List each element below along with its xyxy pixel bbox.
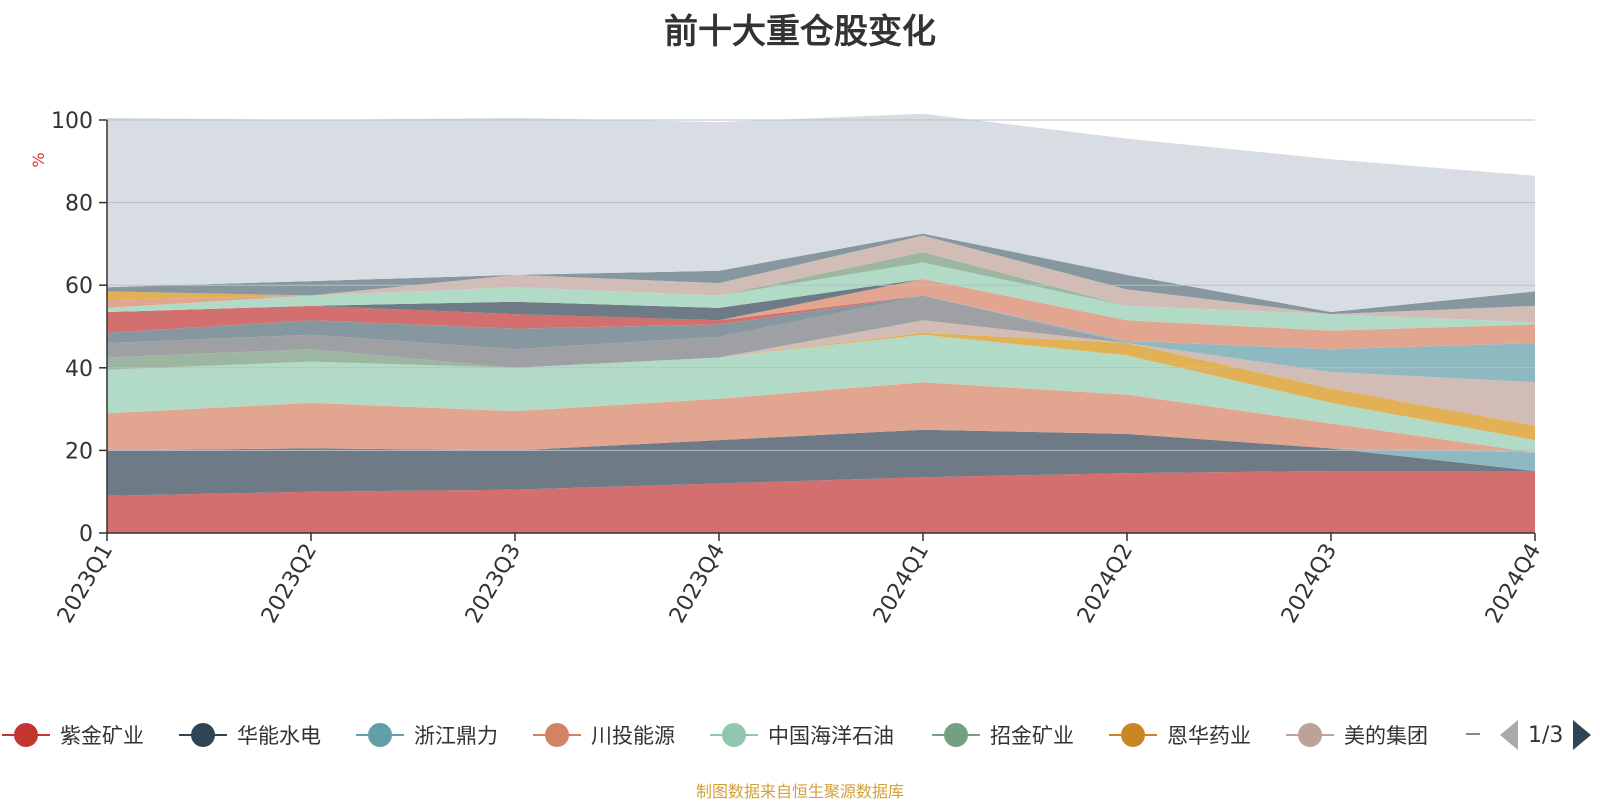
legend-pager: 1/3	[1500, 718, 1592, 752]
x-tick-label: 2024Q4	[1481, 540, 1546, 628]
x-tick-label: 2024Q1	[869, 540, 934, 628]
chart-title: 前十大重仓股变化	[664, 12, 936, 52]
grid-lines	[107, 119, 1535, 451]
legend-item[interactable]: 紫金矿业	[0, 718, 144, 752]
area-series-10	[107, 295, 1535, 383]
area-series-15	[107, 262, 1535, 331]
area-series-1	[107, 471, 1535, 533]
area-series-2	[107, 429, 1535, 496]
x-tick-label: 2023Q3	[461, 540, 526, 628]
area-series-8	[107, 320, 1535, 426]
legend-page-indicator: 1/3	[1528, 722, 1564, 748]
legend-label: 中国海洋石油	[768, 724, 894, 748]
legend-item[interactable]: 华能水电	[177, 718, 321, 752]
x-tick-label: 2024Q3	[1277, 540, 1342, 628]
y-tick-label: 100	[51, 109, 93, 134]
x-tick-label: 2023Q1	[53, 540, 118, 628]
legend-label: 川投能源	[591, 724, 675, 748]
legend-marker-icon	[1284, 718, 1336, 752]
x-tick-label: 2023Q2	[257, 540, 322, 628]
legend-label: 浙江鼎力	[414, 724, 498, 748]
legend-item[interactable]: 招金矿业	[930, 718, 1074, 752]
legend-marker-icon	[177, 718, 229, 752]
legend-item[interactable]: 中国海洋石油	[708, 718, 894, 752]
area-series-13	[107, 279, 1535, 350]
legend-item[interactable]: 浙江鼎力	[354, 718, 498, 752]
legend-marker-icon	[1107, 718, 1159, 752]
legend-label: 华能水电	[237, 724, 321, 748]
source-footnote: 制图数据来自恒生聚源数据库	[695, 782, 904, 801]
area-series-12	[107, 295, 1535, 350]
area-series-7	[107, 332, 1535, 441]
legend-marker-icon	[0, 718, 52, 752]
y-tick-label: 40	[65, 357, 93, 382]
legend-label: 招金矿业	[990, 724, 1074, 748]
area-series-group	[107, 113, 1535, 533]
stacked-area-chart: 0 20 40 60 80 100 2023Q1 2023Q2 2023Q3 2023Q4 2024…	[29, 109, 1546, 628]
y-axis-label: %	[29, 152, 48, 167]
legend-marker-icon	[531, 718, 583, 752]
legend-label: 美的集团	[1344, 724, 1428, 748]
legend-item[interactable]: 川投能源	[531, 718, 675, 752]
y-tick-label: 60	[65, 274, 93, 299]
area-series-14	[107, 279, 1535, 331]
y-tick-label: 20	[65, 439, 93, 464]
prev-page-icon[interactable]	[1500, 720, 1518, 750]
legend-label: 紫金矿业	[60, 724, 144, 748]
legend-item[interactable]: 恩华药业	[1107, 718, 1251, 752]
legend-marker-icon	[708, 718, 760, 752]
x-tick-label: 2023Q4	[665, 540, 730, 628]
y-tick-label: 80	[65, 192, 93, 217]
area-series-20	[107, 233, 1535, 315]
legend-overflow-icon	[1466, 733, 1480, 735]
legend-item[interactable]: 美的集团	[1284, 718, 1428, 752]
legend-label: 恩华药业	[1167, 724, 1251, 748]
area-series-11	[107, 295, 1535, 350]
area-series-9	[107, 295, 1535, 383]
legend-marker-icon	[930, 718, 982, 752]
x-tick-label: 2024Q2	[1073, 540, 1138, 628]
area-series-19	[107, 235, 1535, 323]
area-series-4	[107, 382, 1535, 453]
legend-marker-icon	[354, 718, 406, 752]
area-series-21	[107, 113, 1535, 313]
next-page-icon[interactable]	[1573, 720, 1592, 750]
y-tick-label: 0	[79, 522, 93, 547]
area-series-5	[107, 334, 1535, 453]
